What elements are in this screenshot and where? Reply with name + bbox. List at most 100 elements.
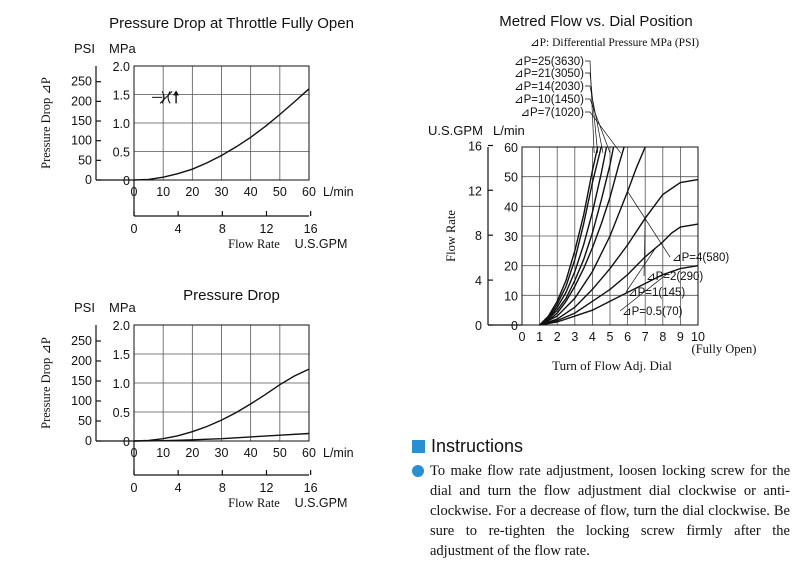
mpa-tick-label: 1.5 xyxy=(113,89,130,103)
lmin-tick-label: 0 xyxy=(511,319,518,333)
curve-series-1 xyxy=(133,368,310,442)
plot-frame xyxy=(133,65,310,181)
lmin-tick-label: 30 xyxy=(215,185,229,199)
mpa-tick-label: 1.5 xyxy=(113,348,130,362)
gpm-tick-label: 4 xyxy=(175,222,182,236)
series-label: ⊿P=21(3050) xyxy=(514,68,584,80)
psi-tick-label: 250 xyxy=(71,75,92,89)
series-label: ⊿P=0.5(70) xyxy=(622,306,683,318)
y-unit-mpa: MPa xyxy=(109,41,137,56)
series-label: ⊿P=10(1450) xyxy=(514,94,584,106)
lmin-tick-label: 0 xyxy=(131,446,138,460)
mpa-tick-label: 2.0 xyxy=(113,60,130,74)
x-axis-label: Turn of Flow Adj. Dial xyxy=(552,358,672,373)
lmin-tick-label: 50 xyxy=(273,446,287,460)
psi-tick-label: 250 xyxy=(71,334,92,348)
chart-metred-flow: Metred Flow vs. Dial Position ⊿P: Differe… xyxy=(428,13,756,373)
x-unit-gpm: U.S.GPM xyxy=(295,237,348,251)
x-unit-gpm: U.S.GPM xyxy=(295,496,348,510)
y-axis-label: Pressure Drop ⊿P xyxy=(39,337,53,429)
series-leader xyxy=(643,218,646,277)
mpa-tick-label: 0.5 xyxy=(113,146,130,160)
x-tick-label: 7 xyxy=(642,330,649,344)
flow-curve-9 xyxy=(539,265,699,326)
mpa-tick-label: 0 xyxy=(123,435,130,449)
flow-curve-5 xyxy=(539,146,625,326)
series-label: ⊿P=7(1020) xyxy=(520,107,584,119)
mpa-tick-label: 0.5 xyxy=(113,406,130,420)
gpm-tick-label: 0 xyxy=(131,222,138,236)
lmin-tick-label: 10 xyxy=(156,446,170,460)
series-leader xyxy=(585,60,595,153)
x-tick-label: 0 xyxy=(519,330,526,344)
plot-frame xyxy=(521,146,699,326)
series-label: ⊿P=4(580) xyxy=(672,252,729,264)
mpa-tick-label: 1.0 xyxy=(113,377,130,391)
x-tick-label: 10 xyxy=(691,330,705,344)
curve-series-1 xyxy=(133,88,310,181)
lmin-tick-label: 60 xyxy=(504,141,518,155)
mpa-tick-label: 0 xyxy=(123,174,130,188)
instructions-body: To make flow rate adjustment, loosen loc… xyxy=(412,461,790,561)
x-tick-label: 6 xyxy=(624,330,631,344)
instructions-text: To make flow rate adjustment, loosen loc… xyxy=(430,463,790,559)
series-leader xyxy=(619,274,667,312)
y-axis-label: Flow Rate xyxy=(444,210,458,262)
instructions-title: Instructions xyxy=(431,436,524,456)
chart-title: Pressure Drop at Throttle Fully Open xyxy=(109,15,354,32)
x-axis-label: Flow Rate xyxy=(228,496,280,510)
y-unit-mpa: MPa xyxy=(109,300,137,315)
lmin-tick-label: 30 xyxy=(504,230,518,244)
x-tick-label: 5 xyxy=(607,330,614,344)
throttle-valve-symbol-icon xyxy=(152,90,180,104)
gpm-tick-label: 16 xyxy=(304,481,318,495)
psi-tick-label: 150 xyxy=(71,374,92,388)
y-unit-psi: PSI xyxy=(74,300,95,315)
x-unit-lmin: L/min xyxy=(323,185,354,199)
lmin-tick-label: 60 xyxy=(302,446,316,460)
x-tick-label: 8 xyxy=(659,330,666,344)
chart-pressure-drop-fully-open: Pressure Drop at Throttle Fully Open PSI M… xyxy=(39,15,354,251)
gpm-tick-label: 8 xyxy=(219,481,226,495)
gpm-tick-label: 0 xyxy=(475,319,482,333)
psi-tick-label: 200 xyxy=(71,94,92,108)
gpm-tick-label: 12 xyxy=(260,222,274,236)
series-label: ⊿P=25(3630) xyxy=(514,56,584,68)
y-axis-label: Pressure Drop ⊿P xyxy=(39,77,53,169)
lmin-tick-label: 10 xyxy=(504,289,518,303)
flow-curve-1 xyxy=(539,146,599,326)
lmin-tick-label: 20 xyxy=(185,446,199,460)
curve-series-2 xyxy=(133,432,310,442)
flow-curve-6 xyxy=(539,146,646,326)
mpa-tick-label: 1.0 xyxy=(113,117,130,131)
flow-curve-8 xyxy=(539,223,699,326)
plot-frame xyxy=(133,324,310,442)
x-tick-label: 1 xyxy=(536,330,543,344)
flow-curve-2 xyxy=(539,146,602,326)
series-leader xyxy=(585,111,621,154)
psi-tick-label: 0 xyxy=(85,173,92,187)
series-label: ⊿P=1(145) xyxy=(628,287,685,299)
x-tick-label: 3 xyxy=(571,330,578,344)
mpa-tick-label: 2.0 xyxy=(113,319,130,333)
series-leader xyxy=(585,72,599,153)
symbol-arrow xyxy=(159,90,173,104)
psi-tick-label: 50 xyxy=(78,153,92,167)
lmin-tick-label: 0 xyxy=(131,185,138,199)
square-bullet-icon xyxy=(412,440,425,453)
gpm-tick-label: 16 xyxy=(468,140,482,154)
x-tick-label: 9 xyxy=(677,330,684,344)
x-axis-note: (Fully Open) xyxy=(692,342,757,356)
round-bullet-icon xyxy=(412,465,424,477)
psi-tick-label: 100 xyxy=(71,394,92,408)
series-leader xyxy=(625,247,657,293)
x-axis-label: Flow Rate xyxy=(228,237,280,251)
chart-subtitle: ⊿P: Differential Pressure MPa (PSI) xyxy=(530,37,699,49)
y-unit-gpm: U.S.GPM xyxy=(428,123,483,138)
symbol-flow-arrowhead xyxy=(173,90,180,96)
gpm-tick-label: 16 xyxy=(304,222,318,236)
series-label: ⊿P=14(2030) xyxy=(514,81,584,93)
instructions-section: Instructions To make flow rate adjustmen… xyxy=(412,436,790,561)
